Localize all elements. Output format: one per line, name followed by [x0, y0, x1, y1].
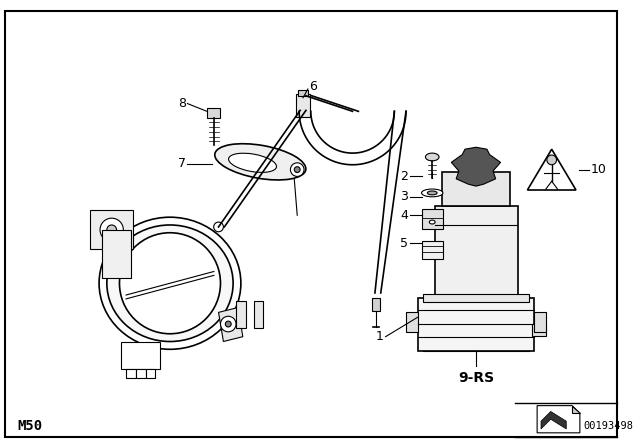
Bar: [532, 324, 546, 336]
Text: 7: 7: [179, 157, 186, 170]
Bar: [136, 369, 146, 379]
Text: 6: 6: [309, 80, 317, 93]
Circle shape: [547, 155, 557, 165]
Text: 4: 4: [400, 209, 408, 222]
Bar: [126, 369, 136, 379]
Text: 1: 1: [376, 330, 383, 343]
Circle shape: [294, 167, 300, 172]
Ellipse shape: [422, 189, 443, 197]
Text: 8: 8: [179, 97, 186, 110]
Bar: [102, 230, 131, 278]
Text: 5: 5: [400, 237, 408, 250]
Polygon shape: [541, 411, 566, 429]
Bar: [534, 312, 546, 332]
Text: 9-RS: 9-RS: [458, 371, 494, 385]
Bar: [122, 341, 160, 369]
Text: 2: 2: [400, 170, 408, 183]
Bar: [422, 294, 529, 302]
Polygon shape: [451, 147, 500, 186]
Ellipse shape: [107, 225, 233, 341]
Ellipse shape: [426, 153, 439, 161]
Bar: [418, 298, 534, 351]
Ellipse shape: [215, 144, 306, 180]
Bar: [207, 108, 221, 118]
Circle shape: [291, 163, 304, 177]
Bar: [442, 172, 510, 206]
Bar: [146, 369, 156, 379]
Bar: [435, 206, 518, 298]
Bar: [372, 298, 380, 311]
Circle shape: [225, 321, 231, 327]
Circle shape: [120, 233, 221, 334]
Circle shape: [221, 316, 236, 332]
Polygon shape: [537, 405, 580, 433]
Bar: [236, 301, 246, 328]
Text: M50: M50: [17, 419, 43, 433]
Polygon shape: [527, 149, 576, 190]
Circle shape: [100, 218, 124, 241]
Bar: [422, 241, 443, 259]
Bar: [296, 94, 310, 117]
Ellipse shape: [429, 220, 435, 224]
Text: 3: 3: [400, 190, 408, 203]
Ellipse shape: [228, 153, 276, 172]
Bar: [422, 209, 443, 229]
Bar: [298, 90, 308, 96]
Circle shape: [214, 222, 223, 232]
Polygon shape: [218, 307, 243, 341]
Bar: [90, 211, 133, 249]
Ellipse shape: [428, 191, 437, 195]
Circle shape: [107, 225, 116, 235]
Text: 00193498: 00193498: [584, 421, 634, 431]
Polygon shape: [572, 405, 580, 414]
Bar: [253, 301, 263, 328]
Bar: [406, 312, 418, 332]
Text: 10: 10: [591, 163, 607, 176]
